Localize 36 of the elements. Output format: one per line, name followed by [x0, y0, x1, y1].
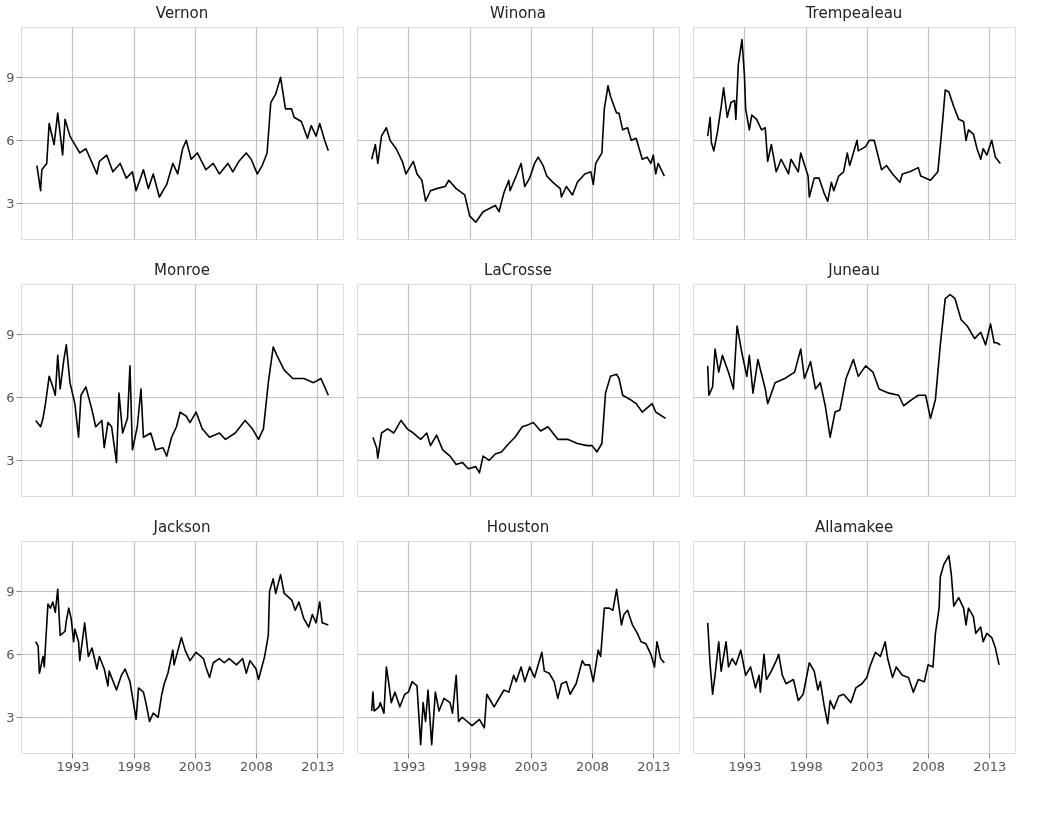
- chart-title: Winona: [489, 4, 547, 22]
- x-tick-label: 1993: [56, 758, 90, 774]
- y-tick-label: 6: [6, 646, 15, 662]
- line-series: [34, 344, 330, 464]
- y-tick-label: 9: [6, 69, 15, 85]
- y-tick-label: 3: [6, 709, 15, 725]
- x-tick-label: 2008: [912, 758, 946, 774]
- chart-title: Allamakee: [814, 518, 894, 536]
- chart-title: Jackson: [152, 518, 211, 536]
- x-tick-label: 1998: [117, 758, 151, 774]
- y-tick-label: 6: [6, 132, 15, 148]
- y-tick-label: 3: [6, 452, 15, 468]
- x-tick-label: 2008: [240, 758, 274, 774]
- line-series: [36, 76, 330, 198]
- x-tick-label: 2003: [178, 758, 212, 774]
- x-tick-label: 2003: [514, 758, 548, 774]
- y-tick-label: 9: [6, 326, 15, 342]
- chart-title: Monroe: [154, 261, 210, 279]
- chart-title: LaCrosse: [484, 261, 552, 279]
- chart-title: Trempealeau: [804, 4, 903, 22]
- x-tick-label: 1998: [453, 758, 487, 774]
- x-tick-label: 1998: [789, 758, 823, 774]
- x-tick-label: 2008: [576, 758, 610, 774]
- chart-title: Vernon: [155, 4, 209, 22]
- x-tick-label: 2013: [301, 758, 335, 774]
- x-tick-label: 2013: [973, 758, 1007, 774]
- x-tick-label: 2003: [850, 758, 884, 774]
- line-series: [34, 573, 330, 723]
- y-tick-label: 6: [6, 389, 15, 405]
- x-tick-label: 1993: [728, 758, 762, 774]
- x-tick-label: 1993: [392, 758, 426, 774]
- y-tick-label: 9: [6, 583, 15, 599]
- x-tick-label: 2013: [637, 758, 671, 774]
- chart-title: Houston: [486, 518, 550, 536]
- chart-title: Juneau: [827, 261, 880, 279]
- y-tick-label: 3: [6, 195, 15, 211]
